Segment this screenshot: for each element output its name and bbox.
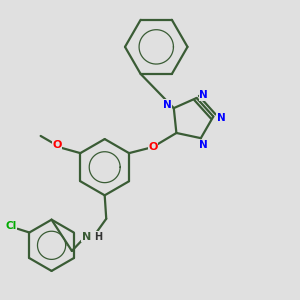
Text: N: N [217,113,226,123]
Text: O: O [148,142,158,152]
Text: N: N [199,140,208,150]
Text: N: N [163,100,171,110]
Text: N: N [199,91,208,100]
Text: H: H [94,232,102,242]
Text: O: O [52,140,62,150]
Text: N: N [82,232,91,242]
Text: Cl: Cl [6,220,17,231]
